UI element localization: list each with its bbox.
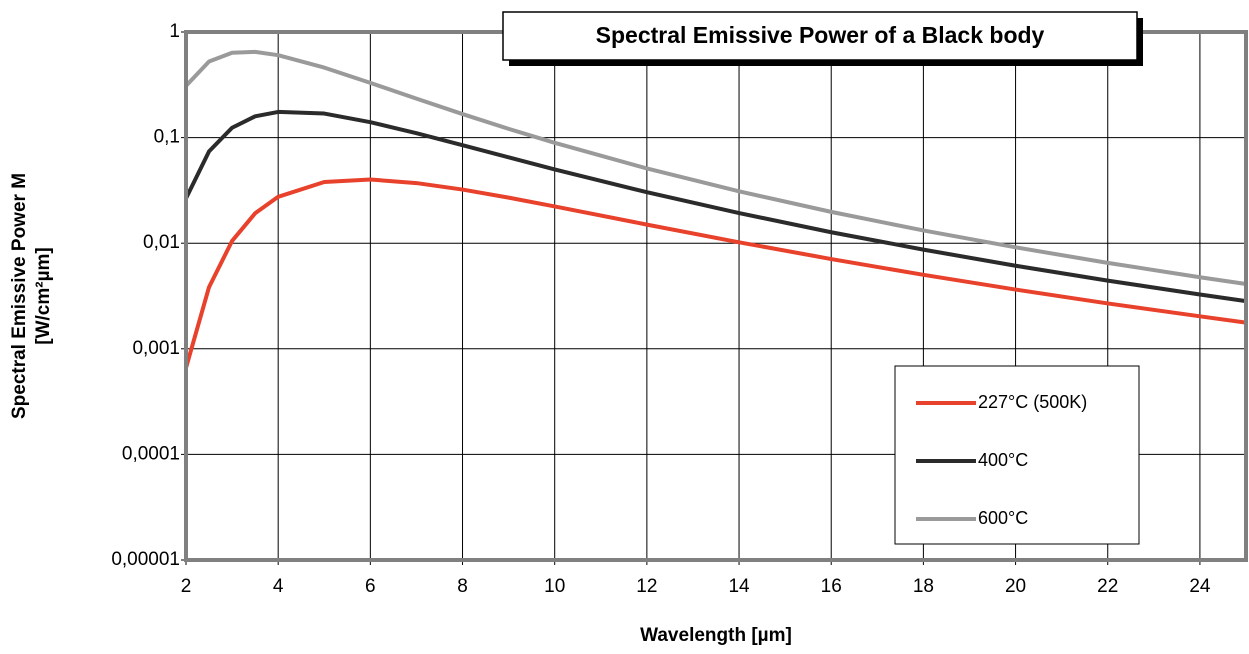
x-tick-label: 20: [1005, 576, 1026, 597]
x-tick-label: 2: [181, 576, 192, 597]
title-box: [502, 11, 1138, 61]
series-line: [184, 49, 1247, 286]
y-tick-label: 0,1: [154, 127, 180, 148]
series-line: [184, 177, 1247, 369]
legend-label: 400°C: [978, 450, 1028, 470]
y-axis-label: [W/cm²µm]: [33, 247, 54, 345]
x-tick-label: 22: [1097, 576, 1118, 597]
legend-label: 600°C: [978, 508, 1028, 528]
series-line: [184, 109, 1247, 304]
x-tick-label: 16: [821, 576, 842, 597]
y-tick-label: 0,00001: [111, 549, 180, 570]
y-axis-label: Spectral Emissive Power M: [9, 173, 30, 419]
x-tick-label: 4: [273, 576, 284, 597]
x-tick-label: 24: [1189, 576, 1211, 597]
chart-title: Spectral Emissive Power of a Black body: [596, 22, 1045, 48]
x-tick-label: 14: [728, 576, 750, 597]
x-tick-label: 6: [365, 576, 376, 597]
y-tick-label: 0,001: [132, 338, 180, 359]
x-axis-label: Wavelength [µm]: [640, 625, 792, 646]
x-tick-label: 18: [913, 576, 934, 597]
legend-box: [894, 365, 1140, 545]
y-tick-label: 0,01: [143, 232, 180, 253]
x-tick-label: 8: [457, 576, 468, 597]
x-tick-label: 10: [544, 576, 565, 597]
x-tick-label: 12: [636, 576, 657, 597]
legend-label: 227°C (500K): [978, 392, 1087, 412]
y-tick-label: 0,0001: [122, 443, 180, 464]
y-tick-label: 1: [169, 21, 180, 42]
